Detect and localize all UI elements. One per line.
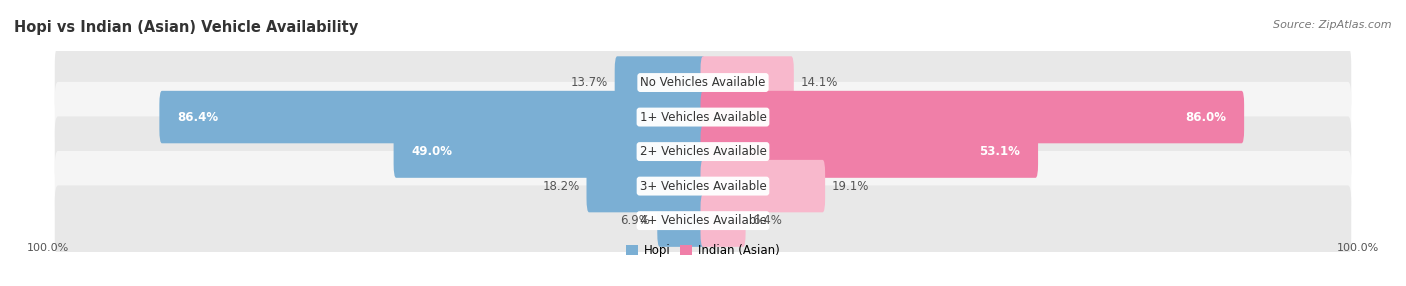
Text: 6.4%: 6.4% [752, 214, 782, 227]
Text: 100.0%: 100.0% [1337, 243, 1379, 253]
Text: 86.0%: 86.0% [1185, 111, 1226, 124]
Text: 49.0%: 49.0% [412, 145, 453, 158]
Text: 14.1%: 14.1% [800, 76, 838, 89]
Legend: Hopi, Indian (Asian): Hopi, Indian (Asian) [621, 239, 785, 262]
FancyBboxPatch shape [55, 185, 1351, 256]
Text: Source: ZipAtlas.com: Source: ZipAtlas.com [1274, 20, 1392, 30]
Text: Hopi vs Indian (Asian) Vehicle Availability: Hopi vs Indian (Asian) Vehicle Availabil… [14, 20, 359, 35]
FancyBboxPatch shape [700, 194, 745, 247]
Text: 100.0%: 100.0% [27, 243, 69, 253]
Text: 6.9%: 6.9% [620, 214, 651, 227]
Text: 86.4%: 86.4% [177, 111, 219, 124]
Text: 1+ Vehicles Available: 1+ Vehicles Available [640, 111, 766, 124]
Text: 3+ Vehicles Available: 3+ Vehicles Available [640, 180, 766, 192]
Text: 19.1%: 19.1% [832, 180, 869, 192]
FancyBboxPatch shape [700, 125, 1038, 178]
FancyBboxPatch shape [55, 151, 1351, 221]
FancyBboxPatch shape [700, 160, 825, 212]
FancyBboxPatch shape [614, 56, 706, 109]
FancyBboxPatch shape [657, 194, 706, 247]
Text: 18.2%: 18.2% [543, 180, 579, 192]
Text: 4+ Vehicles Available: 4+ Vehicles Available [640, 214, 766, 227]
FancyBboxPatch shape [586, 160, 706, 212]
Text: 53.1%: 53.1% [979, 145, 1019, 158]
FancyBboxPatch shape [55, 116, 1351, 187]
Text: 13.7%: 13.7% [571, 76, 607, 89]
Text: 2+ Vehicles Available: 2+ Vehicles Available [640, 145, 766, 158]
FancyBboxPatch shape [394, 125, 706, 178]
FancyBboxPatch shape [700, 91, 1244, 143]
FancyBboxPatch shape [159, 91, 706, 143]
FancyBboxPatch shape [700, 56, 794, 109]
FancyBboxPatch shape [55, 82, 1351, 152]
Text: No Vehicles Available: No Vehicles Available [640, 76, 766, 89]
FancyBboxPatch shape [55, 47, 1351, 118]
